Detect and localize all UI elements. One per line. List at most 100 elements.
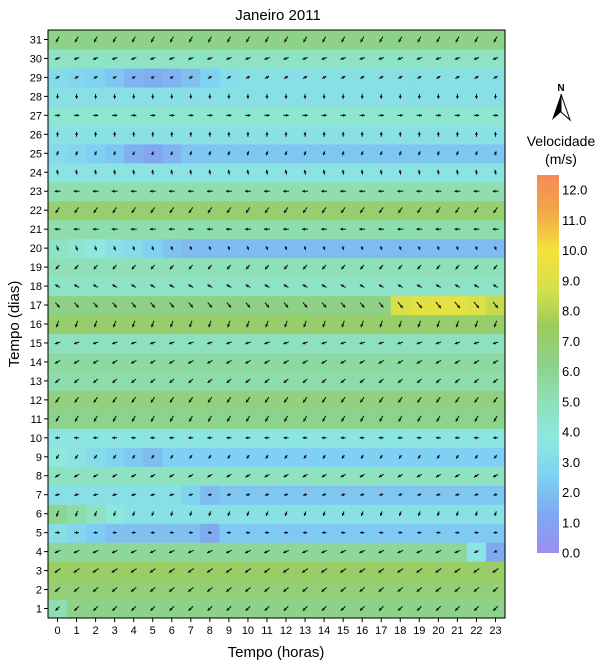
y-tick-label: 6 [36,509,42,521]
wind-arrow [492,189,499,193]
wind-arrow [150,436,156,440]
wind-arrow [226,493,232,497]
wind-arrow [360,246,364,251]
wind-arrow [226,531,232,535]
wind-arrow [168,359,175,364]
wind-arrow [207,436,213,440]
wind-arrow [264,227,270,231]
y-tick-label: 26 [30,129,42,141]
wind-arrow [264,378,270,384]
wind-arrow [435,207,441,214]
wind-arrow [246,454,250,459]
wind-arrow [264,264,270,270]
wind-arrow [474,415,479,422]
y-tick-label: 2 [36,585,42,597]
wind-arrow [208,246,212,251]
wind-arrow [245,75,251,80]
wind-arrow [244,549,251,554]
wind-arrow [493,75,498,80]
wind-arrow [73,341,80,345]
wind-arrow [111,227,118,231]
wind-arrow [111,586,118,593]
wind-arrow [321,586,328,593]
wind-arrow [207,493,212,496]
wind-arrow [321,436,327,440]
wind-arrow [454,301,461,309]
wind-arrow [93,493,99,497]
wind-arrow [417,320,421,328]
wind-arrow [360,131,364,137]
wind-arrow [112,378,118,384]
wind-arrow [168,189,175,193]
wind-arrow [225,549,232,554]
wind-arrow [189,454,193,459]
wind-arrow [227,454,231,459]
wind-arrow [397,359,404,364]
wind-arrow [168,549,175,554]
wind-arrow [455,36,460,43]
wind-arrow [303,415,308,422]
wind-arrow [130,586,137,593]
wind-arrow [187,568,194,573]
wind-arrow [340,493,346,497]
wind-arrow [131,396,136,403]
wind-arrow [493,131,498,137]
wind-arrow [379,131,383,137]
wind-arrow [132,245,135,251]
wind-arrow [417,246,421,251]
y-tick-label: 25 [30,148,42,160]
x-tick-label: 23 [489,625,501,637]
wind-arrow [436,396,441,403]
wind-arrow [283,415,289,422]
wind-arrow [435,113,442,117]
wind-arrow [54,586,61,593]
wind-arrow [130,549,137,554]
wind-arrow [455,207,460,214]
wind-arrow [132,169,136,175]
wind-arrow [454,473,461,478]
wind-arrow [55,454,60,460]
wind-arrow [54,284,61,288]
wind-arrow [492,284,499,288]
wind-arrow [93,454,98,459]
y-tick-label: 16 [30,319,42,331]
wind-arrow [73,359,80,364]
wind-arrow [397,284,403,288]
wind-arrow [378,302,384,308]
colorbar-tick-label: 6.0 [562,364,580,379]
wind-arrow [321,359,327,364]
wind-arrow [113,93,117,99]
wind-arrow [435,605,441,612]
wind-arrow [473,57,480,60]
wind-arrow [322,415,327,422]
wind-arrow [169,436,175,440]
wind-arrow [74,531,79,535]
wind-arrow [341,415,346,422]
wind-arrow [187,359,194,364]
wind-arrow [112,320,117,328]
wind-arrow [416,549,423,554]
wind-arrow [168,57,175,60]
wind-arrow [416,378,422,384]
wind-arrow [54,473,61,478]
y-tick-label: 4 [36,547,42,559]
wind-arrow [360,151,364,156]
wind-arrow [54,189,61,193]
wind-arrow [320,568,328,573]
wind-arrow [378,75,384,80]
wind-arrow [227,93,231,99]
wind-arrow [473,473,480,478]
wind-arrow [284,320,288,328]
wind-arrow [302,605,308,612]
wind-arrow [111,189,118,193]
x-tick-label: 11 [261,625,272,637]
wind-arrow [359,586,366,593]
wind-arrow [150,207,156,214]
wind-arrow [436,454,441,459]
x-tick-label: 8 [207,625,213,637]
wind-arrow [132,454,136,459]
x-tick-label: 19 [413,625,425,637]
wind-arrow [188,36,193,43]
wind-arrow [360,511,364,517]
wind-arrow [75,169,79,175]
